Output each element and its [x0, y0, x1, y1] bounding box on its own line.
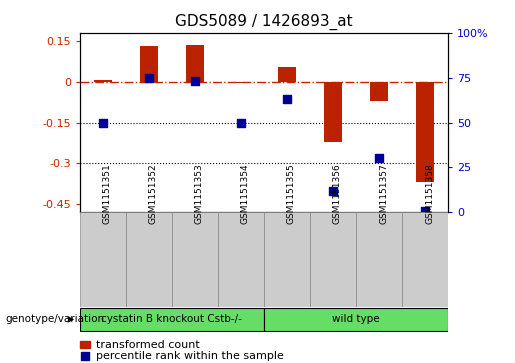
Bar	[140, 46, 158, 82]
Text: genotype/variation: genotype/variation	[5, 314, 104, 325]
Text: cystatin B knockout Cstb-/-: cystatin B knockout Cstb-/-	[101, 314, 243, 324]
Text: GSM1151356: GSM1151356	[333, 163, 342, 224]
Point	[81, 353, 89, 359]
Bar	[356, 212, 402, 307]
Point	[375, 156, 383, 162]
Text: transformed count: transformed count	[96, 340, 200, 350]
Text: GSM1151352: GSM1151352	[149, 163, 158, 224]
Bar	[264, 212, 310, 307]
Bar	[94, 80, 112, 82]
Bar	[232, 82, 250, 83]
Point	[145, 75, 153, 81]
Point	[283, 96, 291, 102]
Bar	[310, 212, 356, 307]
Bar	[324, 82, 342, 142]
Bar	[186, 45, 204, 82]
Point	[99, 120, 107, 126]
Text: GSM1151358: GSM1151358	[425, 163, 434, 224]
Text: GSM1151354: GSM1151354	[241, 163, 250, 224]
Text: GSM1151355: GSM1151355	[287, 163, 296, 224]
Title: GDS5089 / 1426893_at: GDS5089 / 1426893_at	[175, 14, 353, 30]
Point	[237, 120, 245, 126]
Bar	[218, 212, 264, 307]
Point	[191, 78, 199, 84]
Bar	[264, 308, 448, 331]
Text: GSM1151353: GSM1151353	[195, 163, 204, 224]
Bar	[402, 212, 448, 307]
Text: GSM1151357: GSM1151357	[379, 163, 388, 224]
Bar	[80, 212, 126, 307]
Text: GSM1151351: GSM1151351	[103, 163, 112, 224]
Bar	[172, 212, 218, 307]
Bar	[416, 82, 434, 183]
Bar	[80, 308, 264, 331]
Text: wild type: wild type	[332, 314, 380, 324]
Point	[421, 208, 429, 213]
Bar	[278, 67, 296, 82]
Bar	[80, 341, 90, 348]
Bar	[126, 212, 172, 307]
Bar	[370, 82, 388, 101]
Text: percentile rank within the sample: percentile rank within the sample	[96, 351, 284, 361]
Point	[329, 188, 337, 194]
